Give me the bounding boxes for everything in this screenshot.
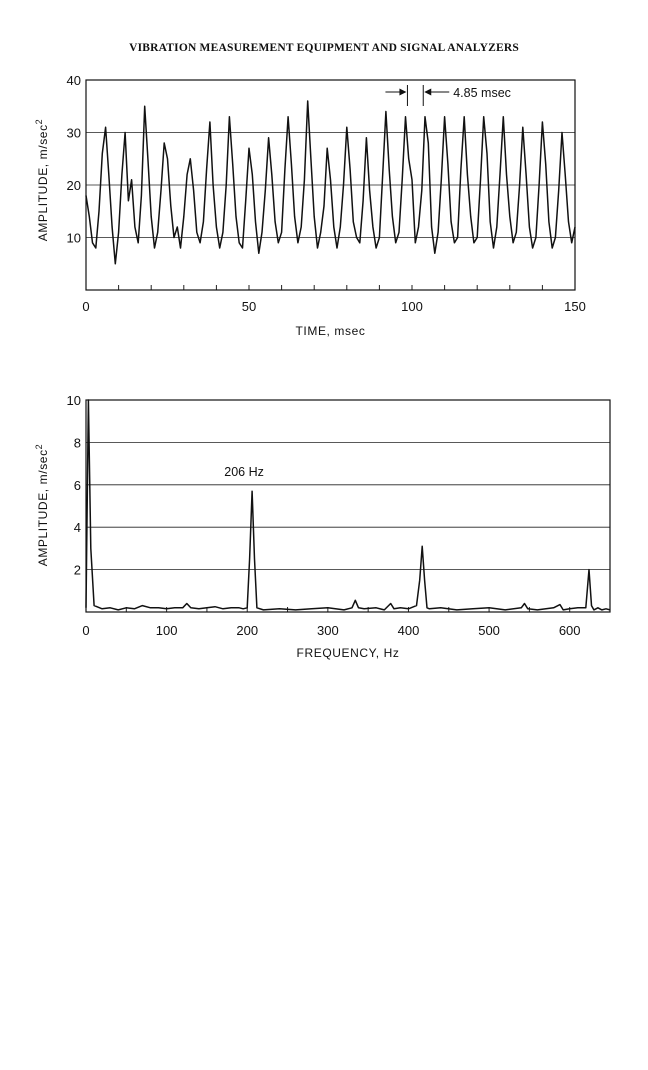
chart2-y-tick-label: 8	[74, 435, 81, 450]
chart2-y-tick-label: 6	[74, 478, 81, 493]
chart2-series-line	[86, 400, 610, 610]
period-arrowhead-left	[399, 89, 406, 96]
period-annotation: 4.85 msec	[453, 86, 511, 100]
chart2-x-tick-label: 500	[478, 623, 500, 638]
chart2-x-tick-label: 0	[82, 623, 89, 638]
chart2-x-axis-label: FREQUENCY, Hz	[297, 646, 400, 660]
chart2-x-tick-label: 300	[317, 623, 339, 638]
chart2-y-tick-label: 2	[74, 563, 81, 578]
chart1-y-tick-label: 40	[67, 73, 81, 88]
chart2-frame	[86, 400, 610, 612]
chart2-y-tick-label: 10	[67, 393, 81, 408]
period-arrowhead-right	[424, 89, 431, 96]
chart1-y-tick-label: 10	[67, 231, 81, 246]
chart2-y-tick-label: 4	[74, 520, 81, 535]
chart1-x-axis-label: TIME, msec	[295, 324, 365, 338]
chart1-x-tick-label: 0	[82, 299, 89, 314]
chart1-y-axis-label: AMPLITUDE, m/sec2	[34, 119, 50, 242]
chart2-y-axis-label: AMPLITUDE, m/sec2	[34, 444, 50, 567]
chart1-x-tick-label: 100	[401, 299, 423, 314]
chart1-y-tick-label: 20	[67, 178, 81, 193]
chart1-series-line	[86, 101, 575, 264]
chart2-x-tick-label: 100	[156, 623, 178, 638]
chart2-x-tick-label: 200	[236, 623, 258, 638]
chart1-x-tick-label: 50	[242, 299, 256, 314]
chart2-x-tick-label: 600	[559, 623, 581, 638]
peak-annotation: 206 Hz	[224, 465, 264, 479]
chart1-y-tick-label: 30	[67, 126, 81, 141]
chart2-x-tick-label: 400	[398, 623, 420, 638]
chart1-x-tick-label: 150	[564, 299, 586, 314]
